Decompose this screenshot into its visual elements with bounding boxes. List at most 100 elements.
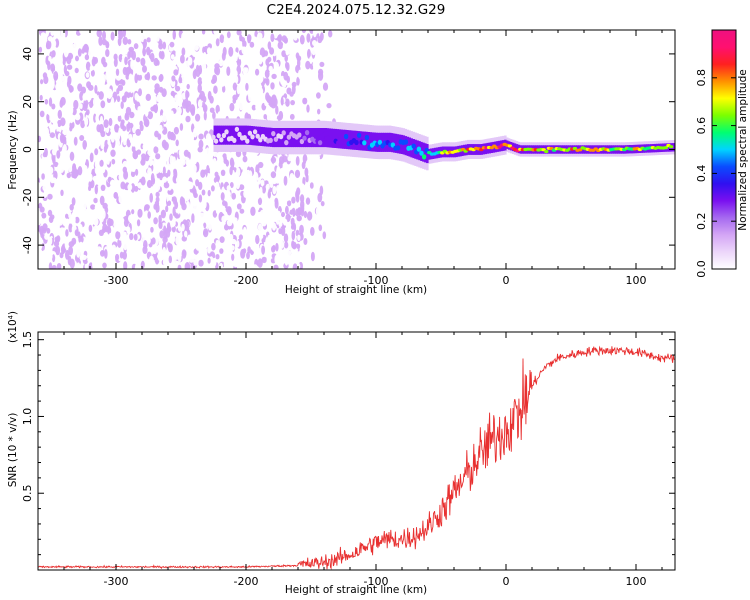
- spectrogram-speckle: [278, 220, 283, 227]
- spectrogram-speckle: [193, 127, 198, 138]
- spectrogram-speckle: [245, 258, 251, 266]
- spectrogram-speckle: [79, 103, 83, 110]
- spectrogram-speckle: [233, 176, 237, 184]
- spectrogram-speckle: [87, 256, 93, 263]
- spectrogram-speckle: [93, 228, 98, 236]
- spectrogram-speckle: [43, 85, 49, 92]
- spectrogram-speckle: [127, 183, 133, 191]
- spectrogram-speckle: [183, 32, 188, 41]
- spectrogram-speckle: [93, 97, 97, 107]
- spectrogram-speckle: [118, 30, 123, 37]
- spectrogram-speckle: [110, 128, 116, 134]
- spectrogram-speckle: [209, 166, 214, 175]
- spectrogram-speckle: [269, 47, 275, 55]
- spectrogram-speckle: [94, 184, 99, 195]
- spectrogram-speckle: [96, 30, 103, 38]
- ridge-peak: [258, 137, 263, 143]
- spectrogram-speckle: [105, 71, 110, 81]
- spectrogram-speckle: [240, 94, 245, 103]
- spectrogram-speckle: [304, 167, 309, 177]
- spectrogram-speckle: [183, 149, 189, 157]
- ridge-band: [270, 127, 273, 147]
- spectrogram-speckle: [207, 210, 212, 217]
- spectrogram-speckle: [181, 47, 186, 56]
- spectrogram-speckle: [234, 75, 239, 84]
- spectrogram-speckle: [286, 87, 292, 95]
- spectrogram-speckle: [242, 40, 247, 48]
- spectrogram-speckle: [199, 90, 205, 101]
- spectrogram-speckle: [40, 32, 46, 38]
- spectrogram-speckle: [296, 215, 302, 222]
- spectrogram-speckle: [268, 65, 273, 72]
- ridge-band: [318, 128, 322, 148]
- spectrogram-speckle: [221, 81, 225, 87]
- spectrogram-speckle: [293, 33, 298, 41]
- spectrogram-speckle: [224, 96, 230, 105]
- spectrogram-speckle: [142, 165, 146, 171]
- spectrogram-speckle: [144, 107, 149, 117]
- spectrogram-speckle: [80, 30, 86, 38]
- spectrogram-speckle: [232, 111, 238, 118]
- spectrogram-speckle: [52, 113, 57, 120]
- spectrogram-speckle: [168, 120, 174, 127]
- spectrogram-speckle: [175, 85, 181, 92]
- spectrogram-speckle: [272, 185, 277, 195]
- spectrogram-speckle: [186, 45, 191, 54]
- spectrogram-speckle: [183, 124, 190, 135]
- spectrogram-speckle: [87, 92, 92, 101]
- spectrogram-speckle: [115, 253, 120, 261]
- spectrogram-speckle: [313, 175, 317, 184]
- spectrogram-speckle: [43, 75, 49, 85]
- spectrogram-speckle: [305, 60, 311, 70]
- spectrogram-speckle: [61, 105, 67, 112]
- spectrogram-speckle: [276, 165, 281, 176]
- spectrogram-speckle: [159, 30, 166, 37]
- spectrogram-speckle: [289, 209, 295, 215]
- spectrogram-speckle: [177, 39, 183, 50]
- spectrogram-speckle: [258, 161, 264, 169]
- spectrogram-speckle: [253, 171, 259, 182]
- ridge-peak: [224, 129, 229, 135]
- spectrogram-speckle: [47, 36, 54, 42]
- spectrogram-speckle: [301, 60, 306, 71]
- ridge-band: [673, 143, 675, 152]
- spectrogram-speckle: [108, 195, 114, 204]
- spectrogram-speckle: [211, 185, 215, 192]
- spectrogram-speckle: [179, 241, 184, 251]
- spectrogram-speckle: [236, 252, 241, 261]
- spectrogram-speckle: [299, 34, 305, 45]
- spectrogram-speckle: [148, 64, 154, 73]
- spectrogram-speckle: [111, 97, 115, 107]
- spectrogram-speckle: [246, 251, 250, 260]
- spectrogram-speckle: [128, 122, 134, 129]
- spectrogram-speckle: [326, 103, 332, 109]
- spectrogram-speckle: [225, 259, 229, 269]
- spectrogram-speckle: [231, 192, 236, 200]
- spectrogram-speckle: [136, 74, 143, 81]
- spectrogram-y-tick-label: -20: [21, 188, 34, 206]
- spectrogram-speckle: [142, 81, 147, 89]
- spectrogram-speckle: [301, 161, 306, 170]
- ridge-band: [513, 143, 517, 152]
- spectrogram-speckle: [296, 55, 302, 62]
- spectrogram-speckle: [287, 34, 292, 44]
- spectrogram-speckle: [245, 82, 249, 91]
- spectrogram-speckle: [52, 254, 56, 263]
- spectrogram-speckle: [125, 106, 132, 116]
- spectrogram-speckle: [57, 89, 61, 99]
- spectrogram-speckle: [77, 128, 82, 138]
- spectrogram-speckle: [103, 145, 108, 153]
- ridge-peak: [245, 138, 250, 144]
- spectrogram-speckle: [159, 230, 165, 239]
- spectrogram-speckle: [64, 239, 69, 250]
- spectrogram-speckle: [62, 220, 68, 227]
- spectrogram-speckle: [143, 240, 148, 249]
- spectrogram-speckle: [169, 41, 175, 48]
- spectrogram-speckle: [295, 105, 300, 111]
- spectrogram-speckle: [47, 209, 53, 217]
- spectrogram-speckle: [108, 218, 114, 226]
- spectrogram-speckle: [85, 61, 91, 71]
- spectrogram-speckle: [277, 192, 283, 200]
- spectrogram-speckle: [192, 164, 197, 174]
- spectrogram-speckle: [121, 202, 125, 212]
